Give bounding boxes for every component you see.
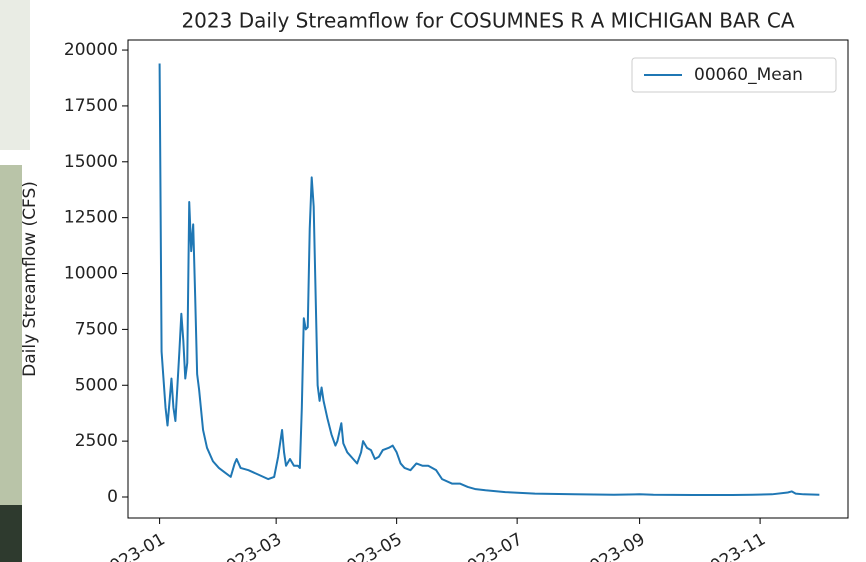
y-tick-label: 0 [107, 487, 118, 507]
screenshot: 2023 Daily Streamflow for COSUMNES R A M… [0, 0, 866, 562]
y-tick-label: 2500 [75, 431, 118, 451]
y-axis-label: Daily Streamflow (CFS) [20, 181, 40, 377]
y-tick-label: 5000 [75, 375, 118, 395]
background-map [0, 165, 22, 505]
y-tick-label: 12500 [64, 208, 118, 228]
y-tick-label: 7500 [75, 319, 118, 339]
page: {"chart_data": {"type": "line", "title":… [0, 0, 866, 562]
y-tick-label: 15000 [64, 152, 118, 172]
y-tick-label: 17500 [64, 96, 118, 116]
y-tick-label: 20000 [64, 40, 118, 60]
background-map [0, 505, 22, 562]
chart-title: 2023 Daily Streamflow for COSUMNES R A M… [181, 9, 794, 33]
y-tick-label: 10000 [64, 264, 118, 284]
legend-label: 00060_Mean [694, 65, 803, 85]
background-map [0, 0, 30, 150]
